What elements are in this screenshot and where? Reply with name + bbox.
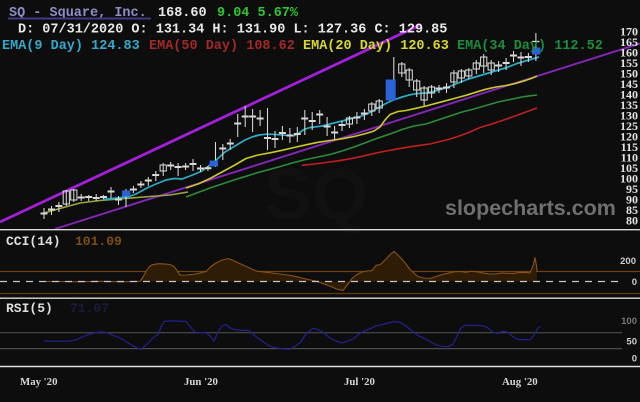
svg-text:Jul '20: Jul '20 (344, 376, 375, 388)
svg-text:EMA(20 Day) 120.63: EMA(20 Day) 120.63 (303, 39, 449, 54)
svg-text:105: 105 (620, 161, 638, 175)
svg-text:EMA(34 Day) 112.52: EMA(34 Day) 112.52 (457, 39, 603, 54)
svg-text:165: 165 (620, 35, 638, 49)
svg-text:50: 50 (626, 337, 637, 348)
svg-text:145: 145 (620, 77, 638, 91)
svg-text:80: 80 (626, 214, 638, 228)
svg-text:101.09: 101.09 (75, 234, 122, 249)
svg-text:Aug '20: Aug '20 (502, 376, 538, 388)
svg-text:200: 200 (620, 256, 636, 267)
svg-text:May '20: May '20 (20, 376, 57, 388)
svg-text:Jun '20: Jun '20 (184, 376, 218, 388)
svg-text:0: 0 (632, 354, 637, 365)
svg-text:RSI(5): RSI(5) (6, 301, 53, 316)
svg-text:110: 110 (621, 151, 638, 165)
svg-text:100: 100 (621, 316, 637, 327)
svg-text:71.07: 71.07 (70, 301, 109, 316)
svg-text:168.60: 168.60 (158, 6, 207, 21)
svg-text:140: 140 (620, 88, 638, 102)
svg-text:SQ - Square, Inc.: SQ - Square, Inc. (9, 6, 147, 21)
svg-text:120: 120 (620, 130, 638, 144)
svg-text:155: 155 (620, 56, 638, 70)
svg-text:130: 130 (620, 109, 638, 123)
svg-text:EMA(9 Day) 124.83: EMA(9 Day) 124.83 (2, 39, 140, 54)
svg-text:CCI(14): CCI(14) (6, 234, 61, 249)
svg-text:150: 150 (620, 67, 638, 81)
svg-text:SQ: SQ (264, 155, 368, 235)
svg-text:95: 95 (626, 182, 638, 196)
svg-text:125: 125 (620, 119, 638, 133)
svg-text:slopecharts.com: slopecharts.com (445, 196, 616, 220)
svg-text:100: 100 (620, 172, 638, 186)
svg-text:160: 160 (620, 46, 638, 60)
svg-text:D: 07/31/2020 O: 131.34 H: 131: D: 07/31/2020 O: 131.34 H: 131.90 L: 127… (18, 23, 447, 38)
svg-text:EMA(50 Day) 108.62: EMA(50 Day) 108.62 (149, 39, 295, 54)
svg-text:0: 0 (632, 277, 637, 288)
svg-text:85: 85 (626, 203, 638, 217)
svg-text:115: 115 (621, 140, 638, 154)
svg-text:90: 90 (626, 193, 638, 207)
svg-text:170: 170 (620, 25, 638, 39)
svg-text:135: 135 (620, 98, 638, 112)
svg-text:9.04 5.67%: 9.04 5.67% (217, 6, 299, 21)
